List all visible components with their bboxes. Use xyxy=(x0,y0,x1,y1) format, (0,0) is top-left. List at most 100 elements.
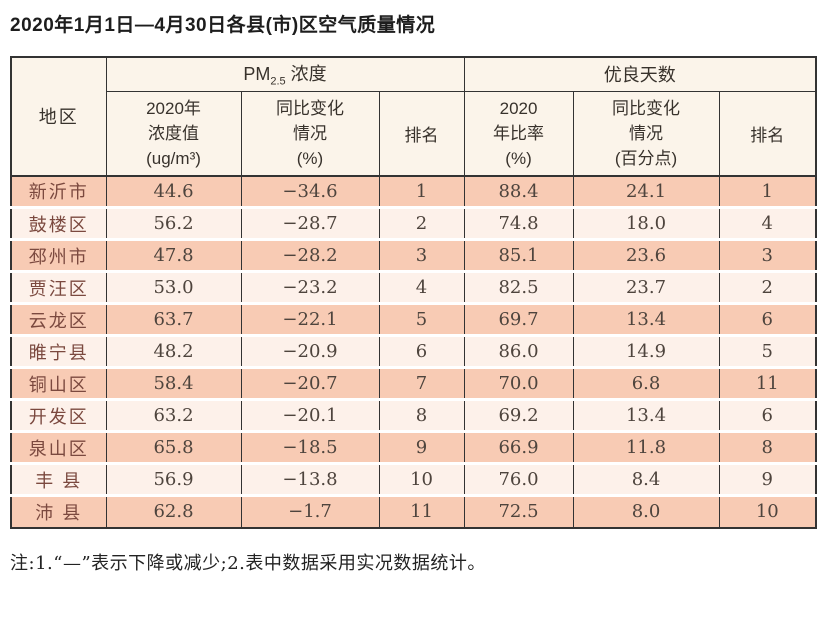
sub-header-row: 2020年 浓度值 (ug/m³) 同比变化 情况 (%) 排名 2020 年比… xyxy=(11,91,817,177)
rate-value-cell: 69.7 xyxy=(463,302,574,336)
table-row: 邳州市 47.8 −28.2 3 85.1 23.6 3 xyxy=(11,238,817,272)
pm-rank-cell: 9 xyxy=(378,430,465,464)
pm-rank-cell: 8 xyxy=(378,398,465,432)
rate-rank-cell: 8 xyxy=(718,430,817,464)
rate-change-cell: 13.4 xyxy=(572,398,720,432)
pm-change-cell: −23.2 xyxy=(240,270,379,304)
pm-change-cell: −13.8 xyxy=(240,462,379,496)
pm-change-cell: −20.7 xyxy=(240,366,379,400)
header-pm-change: 同比变化 情况 (%) xyxy=(240,91,379,177)
pm-value-cell: 63.2 xyxy=(105,398,241,432)
rate-change-cell: 23.7 xyxy=(572,270,720,304)
pm-value-cell: 44.6 xyxy=(105,175,241,208)
rate-value-cell: 74.8 xyxy=(463,206,574,240)
rate-rank-cell: 4 xyxy=(718,206,817,240)
rate-rank-cell: 10 xyxy=(718,494,817,528)
pm-rank-cell: 7 xyxy=(378,366,465,400)
pm-rank-cell: 5 xyxy=(378,302,465,336)
header-good-days-group: 优良天数 xyxy=(463,57,817,92)
pm-change-cell: −1.7 xyxy=(240,494,379,528)
rate-change-cell: 11.8 xyxy=(572,430,720,464)
pm-change-cell: −20.9 xyxy=(240,334,379,368)
pm-rank-cell: 3 xyxy=(378,238,465,272)
pm-value-cell: 47.8 xyxy=(105,238,241,272)
region-cell: 沛 县 xyxy=(11,494,106,528)
rate-value-cell: 66.9 xyxy=(463,430,574,464)
rate-rank-cell: 11 xyxy=(718,366,817,400)
table-row: 泉山区 65.8 −18.5 9 66.9 11.8 8 xyxy=(11,430,817,464)
rate-rank-cell: 6 xyxy=(718,398,817,432)
pm-change-cell: −22.1 xyxy=(240,302,379,336)
pm-change-cell: −28.2 xyxy=(240,238,379,272)
group-header-row: 地区 PM2.5 浓度 优良天数 xyxy=(11,57,817,177)
rate-change-cell: 14.9 xyxy=(572,334,720,368)
pm-value-cell: 56.2 xyxy=(105,206,241,240)
rate-rank-cell: 3 xyxy=(718,238,817,272)
table-row: 云龙区 63.7 −22.1 5 69.7 13.4 6 xyxy=(11,302,817,336)
table-row: 睢宁县 48.2 −20.9 6 86.0 14.9 5 xyxy=(11,334,817,368)
region-cell: 泉山区 xyxy=(11,430,106,464)
rate-value-cell: 86.0 xyxy=(463,334,574,368)
region-cell: 丰 县 xyxy=(11,462,106,496)
header-rate-change: 同比变化 情况 (百分点) xyxy=(572,91,720,177)
region-cell: 贾汪区 xyxy=(11,270,106,304)
rate-rank-cell: 1 xyxy=(718,175,817,208)
rate-change-cell: 8.0 xyxy=(572,494,720,528)
pm-change-cell: −28.7 xyxy=(240,206,379,240)
pm-change-cell: −18.5 xyxy=(240,430,379,464)
rate-value-cell: 70.0 xyxy=(463,366,574,400)
pm-value-cell: 48.2 xyxy=(105,334,241,368)
rate-value-cell: 76.0 xyxy=(463,462,574,496)
region-cell: 云龙区 xyxy=(11,302,106,336)
rate-change-cell: 24.1 xyxy=(572,175,720,208)
pm-change-cell: −20.1 xyxy=(240,398,379,432)
rate-change-cell: 13.4 xyxy=(572,302,720,336)
pm-value-cell: 65.8 xyxy=(105,430,241,464)
table-header: 地区 PM2.5 浓度 优良天数 2020年 浓度值 (ug/m³) 同比变化 … xyxy=(11,57,817,177)
table-row: 贾汪区 53.0 −23.2 4 82.5 23.7 2 xyxy=(11,270,817,304)
rate-rank-cell: 6 xyxy=(718,302,817,336)
pm-rank-cell: 2 xyxy=(378,206,465,240)
pm-rank-cell: 10 xyxy=(378,462,465,496)
table-row: 沛 县 62.8 −1.7 11 72.5 8.0 10 xyxy=(11,494,817,528)
header-region: 地区 xyxy=(11,57,106,177)
rate-value-cell: 82.5 xyxy=(463,270,574,304)
rate-rank-cell: 9 xyxy=(718,462,817,496)
pm-value-cell: 58.4 xyxy=(105,366,241,400)
rate-rank-cell: 5 xyxy=(718,334,817,368)
page-title: 2020年1月1日—4月30日各县(市)区空气质量情况 xyxy=(10,15,436,36)
rate-value-cell: 85.1 xyxy=(463,238,574,272)
rate-value-cell: 69.2 xyxy=(463,398,574,432)
table-row: 新沂市 44.6 −34.6 1 88.4 24.1 1 xyxy=(11,175,817,208)
header-pm-value: 2020年 浓度值 (ug/m³) xyxy=(105,91,241,177)
pm-change-cell: −34.6 xyxy=(240,175,379,208)
table-row: 铜山区 58.4 −20.7 7 70.0 6.8 11 xyxy=(11,366,817,400)
rate-rank-cell: 2 xyxy=(718,270,817,304)
air-quality-table: 地区 PM2.5 浓度 优良天数 2020年 浓度值 (ug/m³) 同比变化 … xyxy=(10,56,818,529)
pm-value-cell: 53.0 xyxy=(105,270,241,304)
pm-value-cell: 56.9 xyxy=(105,462,241,496)
region-cell: 邳州市 xyxy=(11,238,106,272)
region-cell: 新沂市 xyxy=(11,175,106,208)
header-rate-rank: 排名 xyxy=(718,91,817,177)
region-cell: 铜山区 xyxy=(11,366,106,400)
footnote: 注:1.“—”表示下降或减少;2.表中数据采用实况数据统计。 xyxy=(10,552,486,574)
table-row: 丰 县 56.9 −13.8 10 76.0 8.4 9 xyxy=(11,462,817,496)
region-cell: 开发区 xyxy=(11,398,106,432)
rate-change-cell: 6.8 xyxy=(572,366,720,400)
pm-value-cell: 63.7 xyxy=(105,302,241,336)
rate-value-cell: 88.4 xyxy=(463,175,574,208)
pm-rank-cell: 1 xyxy=(378,175,465,208)
header-pm-rank: 排名 xyxy=(378,91,465,177)
region-cell: 鼓楼区 xyxy=(11,206,106,240)
rate-value-cell: 72.5 xyxy=(463,494,574,528)
rate-change-cell: 18.0 xyxy=(572,206,720,240)
pm-value-cell: 62.8 xyxy=(105,494,241,528)
pm25-subscript: 2.5 xyxy=(270,76,286,89)
rate-change-cell: 23.6 xyxy=(572,238,720,272)
pm-rank-cell: 6 xyxy=(378,334,465,368)
header-pm25-group: PM2.5 浓度 xyxy=(105,57,465,92)
pm-rank-cell: 11 xyxy=(378,494,465,528)
pm-rank-cell: 4 xyxy=(378,270,465,304)
table-body: 新沂市 44.6 −34.6 1 88.4 24.1 1 鼓楼区 56.2 −2… xyxy=(11,175,817,528)
